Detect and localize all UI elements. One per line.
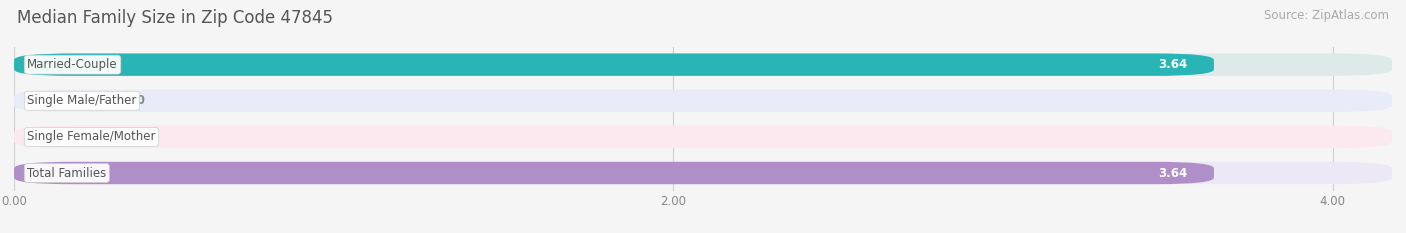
Text: 0.00: 0.00: [117, 94, 145, 107]
Text: Single Male/Father: Single Male/Father: [27, 94, 136, 107]
Text: 3.64: 3.64: [1159, 58, 1188, 71]
Text: 3.64: 3.64: [1159, 167, 1188, 179]
Text: Source: ZipAtlas.com: Source: ZipAtlas.com: [1264, 9, 1389, 22]
Text: 0.00: 0.00: [117, 130, 145, 143]
FancyBboxPatch shape: [14, 89, 1392, 112]
FancyBboxPatch shape: [14, 53, 1392, 76]
FancyBboxPatch shape: [14, 162, 1392, 184]
FancyBboxPatch shape: [14, 126, 1392, 148]
Text: Median Family Size in Zip Code 47845: Median Family Size in Zip Code 47845: [17, 9, 333, 27]
Text: Married-Couple: Married-Couple: [27, 58, 118, 71]
Text: Single Female/Mother: Single Female/Mother: [27, 130, 156, 143]
Text: Total Families: Total Families: [27, 167, 107, 179]
FancyBboxPatch shape: [14, 162, 1213, 184]
FancyBboxPatch shape: [14, 53, 1213, 76]
